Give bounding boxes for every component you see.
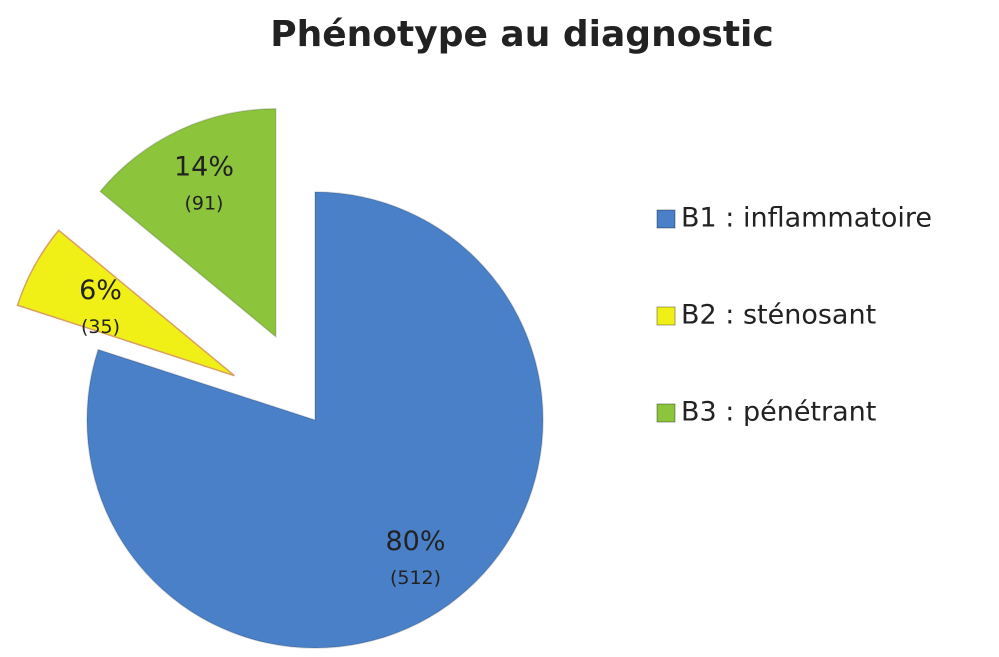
legend-swatch xyxy=(656,209,676,229)
slice-label: 14% xyxy=(174,152,234,183)
pie-slice xyxy=(99,108,277,339)
pie-slice xyxy=(16,229,235,377)
slice-label: 80% xyxy=(386,526,446,557)
chart-title: Phénotype au diagnostic xyxy=(270,14,774,55)
slice-count: (91) xyxy=(184,193,223,215)
legend-label: B2 : sténosant xyxy=(681,300,876,331)
slice-count: (512) xyxy=(390,567,441,589)
slice-count: (35) xyxy=(81,316,120,338)
pie-slice xyxy=(86,191,544,649)
legend-label: B1 : inflammatoire xyxy=(681,203,932,234)
slice-label: 6% xyxy=(79,275,122,306)
legend-label: B3 : pénétrant xyxy=(681,397,876,428)
legend-swatch xyxy=(656,403,676,423)
legend-swatch xyxy=(656,306,676,326)
